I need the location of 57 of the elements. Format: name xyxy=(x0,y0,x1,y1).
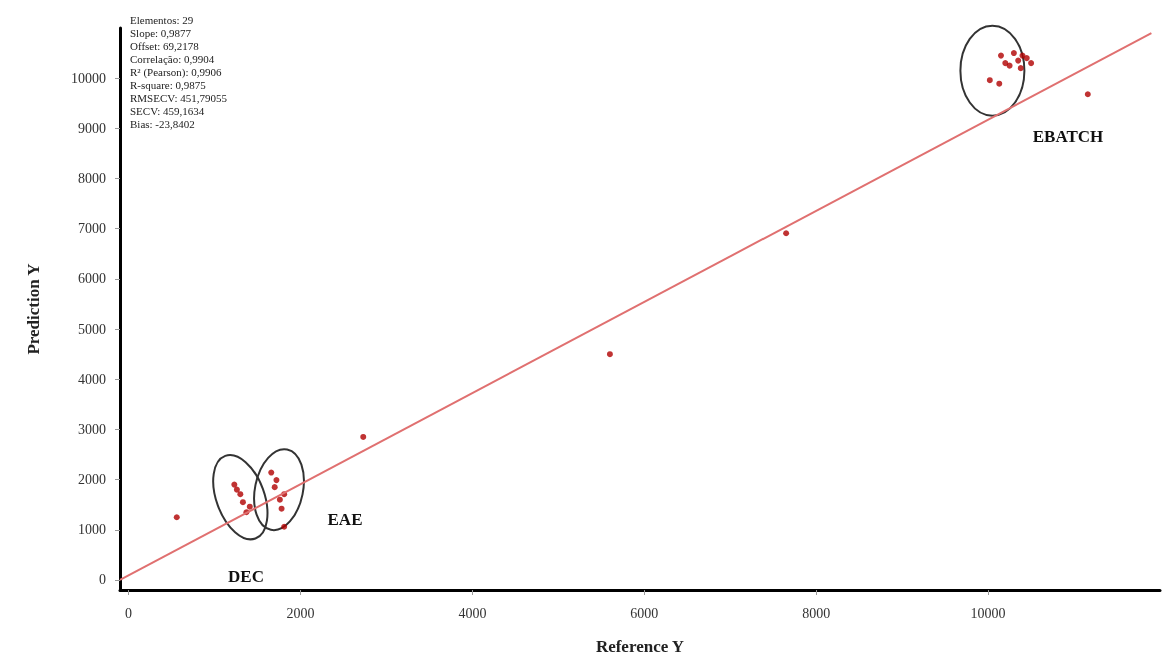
point xyxy=(606,351,613,358)
annotation: Offset: 69,2178 xyxy=(130,39,200,52)
annotation: R-square: 0,9875 xyxy=(130,78,207,91)
annotation: Bias: -23,8402 xyxy=(130,117,195,130)
point xyxy=(231,481,238,488)
y-tick-label: 0 xyxy=(99,572,106,588)
point xyxy=(1010,50,1017,57)
annotation: RMSECV: 451,79055 xyxy=(130,91,228,104)
point xyxy=(233,486,240,493)
point xyxy=(1002,60,1009,67)
point xyxy=(986,77,993,84)
x-tick-label: 6000 xyxy=(630,605,659,621)
annotation: EBATCH xyxy=(1032,126,1104,146)
point xyxy=(996,80,1003,87)
y-tick-label: 9000 xyxy=(78,120,106,136)
point xyxy=(783,230,790,237)
annotation: Slope: 0,9877 xyxy=(130,26,192,39)
y-tick-label: 2000 xyxy=(78,472,106,488)
text: Elementos: 29 xyxy=(130,13,194,26)
x-tick-label: 2000 xyxy=(286,605,315,621)
point xyxy=(360,433,367,440)
point xyxy=(1017,65,1024,72)
point xyxy=(1006,62,1013,69)
annotation: R² (Pearson): 0,9906 xyxy=(130,65,223,79)
x-tick-label: 4000 xyxy=(458,605,487,621)
point xyxy=(1015,57,1022,64)
annotation: SECV: 459,1634 xyxy=(130,104,205,117)
annotation: EAE xyxy=(327,509,363,529)
x-tick-label: 0 xyxy=(125,605,133,621)
annotation: DEC xyxy=(228,566,264,586)
point xyxy=(281,523,288,530)
point xyxy=(271,484,278,491)
y-tick-label: 8000 xyxy=(78,171,106,187)
point xyxy=(1023,55,1030,62)
annotation: Correlação: 0,9904 xyxy=(130,52,215,65)
y-tick-label: 10000 xyxy=(71,70,106,86)
y-tick-label: 6000 xyxy=(78,271,106,287)
point xyxy=(1084,91,1091,98)
point xyxy=(246,503,253,510)
point xyxy=(173,514,180,521)
point xyxy=(276,496,283,503)
point xyxy=(1028,60,1035,67)
point xyxy=(278,505,285,512)
point xyxy=(273,477,280,484)
y-axis-title: Prediction Y xyxy=(24,263,43,355)
y-tick-label: 5000 xyxy=(78,321,106,337)
y-tick-label: 1000 xyxy=(78,522,106,538)
x-tick-label: 10000 xyxy=(970,605,1006,621)
y-tick-label: 3000 xyxy=(78,421,106,437)
x-axis-title: Reference Y xyxy=(595,637,685,656)
point xyxy=(237,491,244,498)
point xyxy=(998,52,1004,59)
y-tick-label: 4000 xyxy=(78,371,106,387)
point xyxy=(239,499,246,506)
point xyxy=(268,469,275,476)
y-tick-label: 7000 xyxy=(78,221,106,237)
x-tick-label: 8000 xyxy=(802,605,831,621)
